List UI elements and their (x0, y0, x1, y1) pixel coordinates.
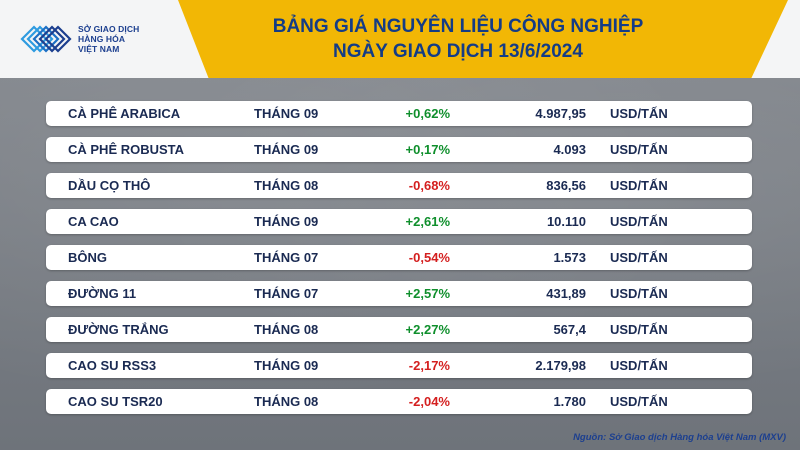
contract-month: THÁNG 08 (254, 322, 319, 337)
price-unit: USD/TẤN (610, 214, 668, 229)
price-unit: USD/TẤN (610, 286, 668, 301)
price-unit: USD/TẤN (610, 322, 668, 337)
contract-month: THÁNG 09 (254, 142, 319, 157)
table-row: ĐƯỜNG TRẮNG THÁNG 08 +2,27% 567,4 USD/TẤ… (46, 317, 752, 342)
contract-month: THÁNG 09 (254, 214, 319, 229)
price-change: -2,17% (408, 358, 450, 373)
header-title-band (178, 0, 788, 78)
contract-month: THÁNG 09 (254, 106, 319, 121)
mxv-logo-text: SỞ GIAO DỊCH HÀNG HÓA VIỆT NAM (78, 24, 139, 54)
commodity-name: ĐƯỜNG TRẮNG (68, 322, 169, 337)
table-row: CAO SU TSR20 THÁNG 08 -2,04% 1.780 USD/T… (46, 389, 752, 414)
contract-month: THÁNG 08 (254, 178, 319, 193)
price-value: 567,4 (553, 322, 586, 337)
price-change: -0,68% (408, 178, 450, 193)
commodity-name: CAO SU TSR20 (68, 394, 163, 409)
price-change: +2,61% (405, 214, 450, 229)
logo-text-line: SỞ GIAO DỊCH (78, 24, 140, 34)
price-value: 1.573 (553, 250, 586, 265)
commodity-name: CA CAO (68, 214, 119, 229)
commodity-name: CÀ PHÊ ROBUSTA (68, 142, 185, 157)
commodity-name: CÀ PHÊ ARABICA (68, 106, 181, 121)
source-note: Nguồn: Sở Giao dịch Hàng hóa Việt Nam (M… (573, 432, 786, 443)
price-unit: USD/TẤN (610, 106, 668, 121)
price-unit: USD/TẤN (610, 142, 668, 157)
table-row: DẦU CỌ THÔ THÁNG 08 -0,68% 836,56 USD/TẤ… (46, 173, 752, 198)
price-change: -0,54% (408, 250, 450, 265)
price-change: -2,04% (408, 394, 450, 409)
price-value: 836,56 (546, 178, 586, 193)
price-change: +2,57% (405, 286, 450, 301)
commodity-name: BÔNG (68, 250, 107, 265)
price-change: +0,17% (405, 142, 450, 157)
title-line-1: BẢNG GIÁ NGUYÊN LIỆU CÔNG NGHIỆP (272, 16, 644, 37)
price-value: 10.110 (546, 214, 586, 229)
price-unit: USD/TẤN (610, 394, 668, 409)
price-value: 4.093 (553, 142, 586, 157)
contract-month: THÁNG 07 (254, 286, 319, 301)
table-row: ĐƯỜNG 11 THÁNG 07 +2,57% 431,89 USD/TẤN (46, 281, 752, 306)
header: SỞ GIAO DỊCH HÀNG HÓA VIỆT NAM BẢNG GIÁ … (0, 0, 800, 78)
commodity-name: ĐƯỜNG 11 (68, 286, 137, 301)
table-row: CA CAO THÁNG 09 +2,61% 10.110 USD/TẤN (46, 209, 752, 234)
contract-month: THÁNG 07 (254, 250, 319, 265)
price-unit: USD/TẤN (610, 178, 668, 193)
commodity-name: CAO SU RSS3 (68, 358, 157, 373)
price-value: 2.179,98 (535, 358, 586, 373)
table-row: CAO SU RSS3 THÁNG 09 -2,17% 2.179,98 USD… (46, 353, 752, 378)
price-value: 4.987,95 (535, 106, 586, 121)
title-line-2: NGÀY GIAO DỊCH 13/6/2024 (333, 41, 583, 62)
logo-text-line: HÀNG HÓA (78, 34, 126, 44)
table-row: CÀ PHÊ ROBUSTA THÁNG 09 +0,17% 4.093 USD… (46, 137, 752, 162)
contract-month: THÁNG 08 (254, 394, 319, 409)
price-value: 1.780 (553, 394, 586, 409)
table-row: BÔNG THÁNG 07 -0,54% 1.573 USD/TẤN (46, 245, 752, 270)
price-change: +2,27% (405, 322, 450, 337)
mxv-logo: SỞ GIAO DỊCH HÀNG HÓA VIỆT NAM (20, 14, 170, 64)
mxv-logo-icon (20, 18, 72, 60)
price-unit: USD/TẤN (610, 358, 668, 373)
commodity-name: DẦU CỌ THÔ (68, 178, 151, 193)
price-unit: USD/TẤN (610, 250, 668, 265)
price-value: 431,89 (546, 286, 586, 301)
table-row: CÀ PHÊ ARABICA THÁNG 09 +0,62% 4.987,95 … (46, 101, 752, 126)
price-change: +0,62% (405, 106, 450, 121)
page-title: BẢNG GIÁ NGUYÊN LIỆU CÔNG NGHIỆP NGÀY GI… (178, 0, 698, 78)
logo-text-line: VIỆT NAM (78, 44, 120, 54)
contract-month: THÁNG 09 (254, 358, 319, 373)
